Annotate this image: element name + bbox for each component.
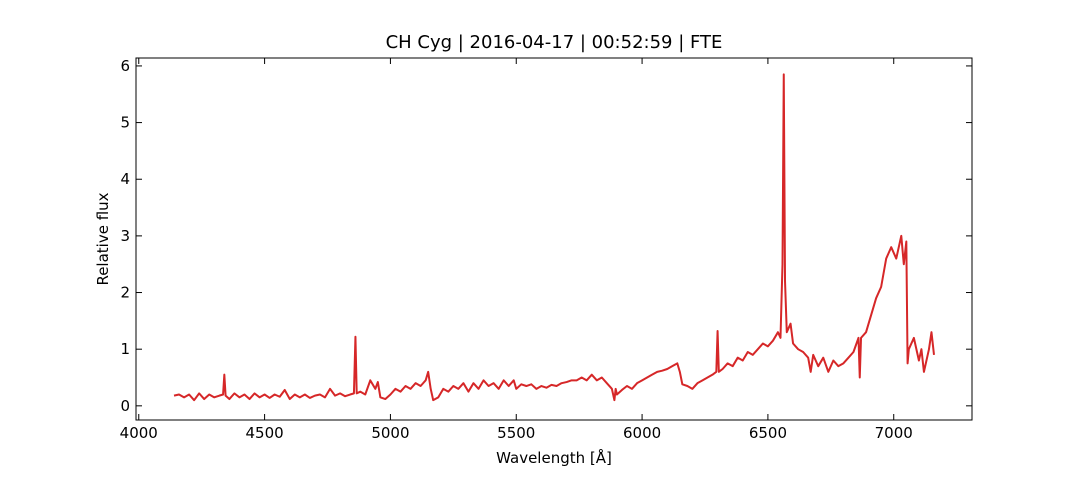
y-tick-label: 5 <box>120 114 130 132</box>
x-tick-label: 7000 <box>875 424 913 442</box>
y-tick-label: 3 <box>120 227 130 245</box>
chart-title: CH Cyg | 2016-04-17 | 00:52:59 | FTE <box>386 32 723 53</box>
y-axis-label: Relative flux <box>94 192 112 285</box>
x-tick-label: 5500 <box>497 424 535 442</box>
x-tick-label: 5000 <box>371 424 409 442</box>
x-tick-label: 4500 <box>246 424 284 442</box>
axes-frame <box>135 57 973 421</box>
x-tick-label: 4000 <box>120 424 158 442</box>
plot-area <box>173 73 935 402</box>
y-tick-label: 6 <box>120 57 130 75</box>
x-tick-label: 6000 <box>623 424 661 442</box>
x-tick-label: 6500 <box>749 424 787 442</box>
y-tick-label: 1 <box>120 340 130 358</box>
y-tick-label: 2 <box>120 284 130 302</box>
y-tick-label: 4 <box>120 170 130 188</box>
spectrum-line <box>173 73 935 402</box>
x-axis-label: Wavelength [Å] <box>496 448 612 467</box>
y-tick-label: 0 <box>120 397 130 415</box>
